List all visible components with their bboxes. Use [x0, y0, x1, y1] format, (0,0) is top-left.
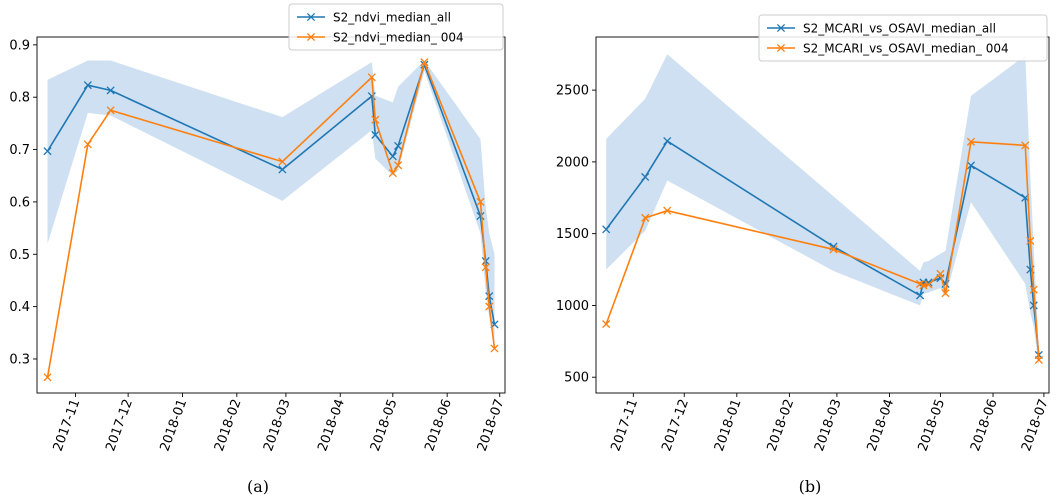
chart-panel-b: 500 1000 1500 2000 2500 2017-11 2017-12 2018-0… — [556, 14, 1052, 496]
data-point — [1034, 355, 1043, 365]
x-axis-a: 2017-11 2017-12 2018-01 2018-02 2018-03 2018-… — [51, 393, 508, 453]
x-tick-label: 2017-12 — [659, 397, 692, 453]
x-tick-label: 2018-04 — [315, 397, 348, 453]
data-point — [663, 206, 672, 215]
y-tick-label: 0.8 — [9, 91, 30, 106]
y-tick-label: 0.4 — [9, 300, 30, 315]
legend-a: S2_ndvi_median_all S2_ndvi_median_ 004 — [288, 3, 504, 51]
series-layer-b — [602, 137, 1043, 365]
x-tick-label: 2018-01 — [712, 397, 745, 453]
caption-a: (a) — [247, 477, 269, 496]
data-point — [394, 141, 403, 150]
y-tick-label: 2500 — [556, 84, 589, 99]
x-tick-label: 2018-03 — [812, 397, 845, 453]
x-tick-label: 2018-05 — [915, 397, 948, 453]
y-tick-label: 0.7 — [9, 143, 30, 158]
x-tick-label: 2017-11 — [608, 397, 641, 453]
legend-b: S2_MCARI_vs_OSAVI_median_all S2_MCARI_vs_… — [758, 14, 1048, 62]
legend-box — [758, 14, 1048, 62]
y-tick-label: 1500 — [556, 227, 589, 242]
data-point — [476, 211, 485, 221]
x-tick-label: 2017-12 — [103, 397, 136, 453]
x-tick-label: 2018-02 — [764, 397, 797, 453]
band-area — [606, 54, 1039, 366]
data-point — [485, 302, 494, 311]
legend-label: S2_MCARI_vs_OSAVI_median_all — [803, 22, 996, 36]
data-point — [485, 292, 494, 301]
x-axis-b: 2017-11 2017-12 2018-01 2018-02 2018-03 2018-… — [608, 393, 1052, 453]
data-point — [941, 289, 950, 298]
data-point — [278, 165, 287, 174]
data-point — [924, 280, 933, 289]
data-point — [481, 263, 490, 272]
data-point — [83, 140, 92, 149]
data-point — [966, 161, 976, 170]
y-tick-label: 2000 — [556, 155, 589, 170]
data-point — [490, 344, 499, 353]
legend-marker — [306, 12, 316, 22]
data-point — [602, 225, 611, 234]
chart-panel-a: 0.3 0.4 0.5 0.6 0.7 0.8 0.9 2017-11 2017-12 2018… — [9, 3, 508, 496]
data-point — [476, 197, 485, 206]
legend-label: S2_ndvi_median_all — [333, 11, 451, 25]
y-axis-b: 500 1000 1500 2000 2500 — [556, 84, 596, 386]
x-tick-label: 2018-02 — [212, 397, 245, 453]
y-tick-label: 1000 — [556, 299, 589, 314]
x-tick-label: 2018-06 — [422, 397, 455, 453]
data-point — [394, 161, 403, 170]
data-point — [420, 58, 429, 67]
band-area — [47, 60, 495, 346]
data-point — [278, 157, 287, 166]
series-line-2 — [605, 140, 1040, 361]
data-point — [1021, 141, 1030, 150]
x-tick-label: 2017-11 — [51, 397, 84, 453]
legend-marker — [776, 23, 786, 33]
data-point — [1029, 285, 1038, 294]
y-tick-label: 0.6 — [9, 195, 30, 210]
legend-label: S2_MCARI_vs_OSAVI_median_ 004 — [803, 42, 1009, 56]
x-tick-label: 2018-05 — [368, 397, 401, 453]
data-point — [915, 291, 925, 300]
data-point — [663, 137, 672, 146]
x-tick-label: 2018-07 — [1019, 397, 1052, 453]
data-point — [1026, 236, 1035, 245]
x-tick-label: 2018-01 — [158, 397, 191, 453]
plot-area-a — [36, 36, 506, 394]
data-point — [966, 137, 976, 146]
data-point — [936, 269, 945, 278]
data-point — [43, 373, 52, 382]
legend-marker — [776, 43, 786, 53]
data-point — [388, 169, 397, 178]
data-point — [106, 86, 115, 95]
y-tick-label: 0.3 — [9, 352, 30, 367]
y-axis-a: 0.3 0.4 0.5 0.6 0.7 0.8 0.9 — [9, 38, 37, 367]
x-tick-label: 2018-07 — [475, 397, 508, 453]
data-point — [1029, 301, 1038, 310]
data-point — [371, 115, 380, 124]
data-point — [641, 172, 650, 182]
x-tick-label: 2018-03 — [261, 397, 294, 453]
legend-marker — [306, 32, 316, 42]
x-tick-label: 2018-04 — [865, 397, 898, 453]
data-point — [602, 320, 611, 329]
confidence-band-b — [606, 54, 1039, 366]
data-point — [371, 130, 380, 139]
caption-b: (b) — [799, 477, 822, 496]
y-tick-label: 0.9 — [9, 38, 30, 53]
data-point — [83, 81, 92, 90]
legend-label: S2_ndvi_median_ 004 — [333, 31, 464, 45]
data-point — [829, 245, 838, 254]
series-layer-a — [43, 58, 499, 382]
data-point — [43, 147, 52, 156]
x-tick-label: 2018-06 — [968, 397, 1001, 453]
data-point — [367, 73, 376, 82]
data-point — [641, 213, 650, 222]
data-point — [388, 152, 397, 161]
confidence-band-a — [47, 60, 495, 346]
y-tick-label: 0.5 — [9, 248, 30, 263]
data-point — [106, 106, 115, 115]
legend-box — [288, 3, 504, 51]
y-tick-label: 500 — [564, 371, 589, 386]
